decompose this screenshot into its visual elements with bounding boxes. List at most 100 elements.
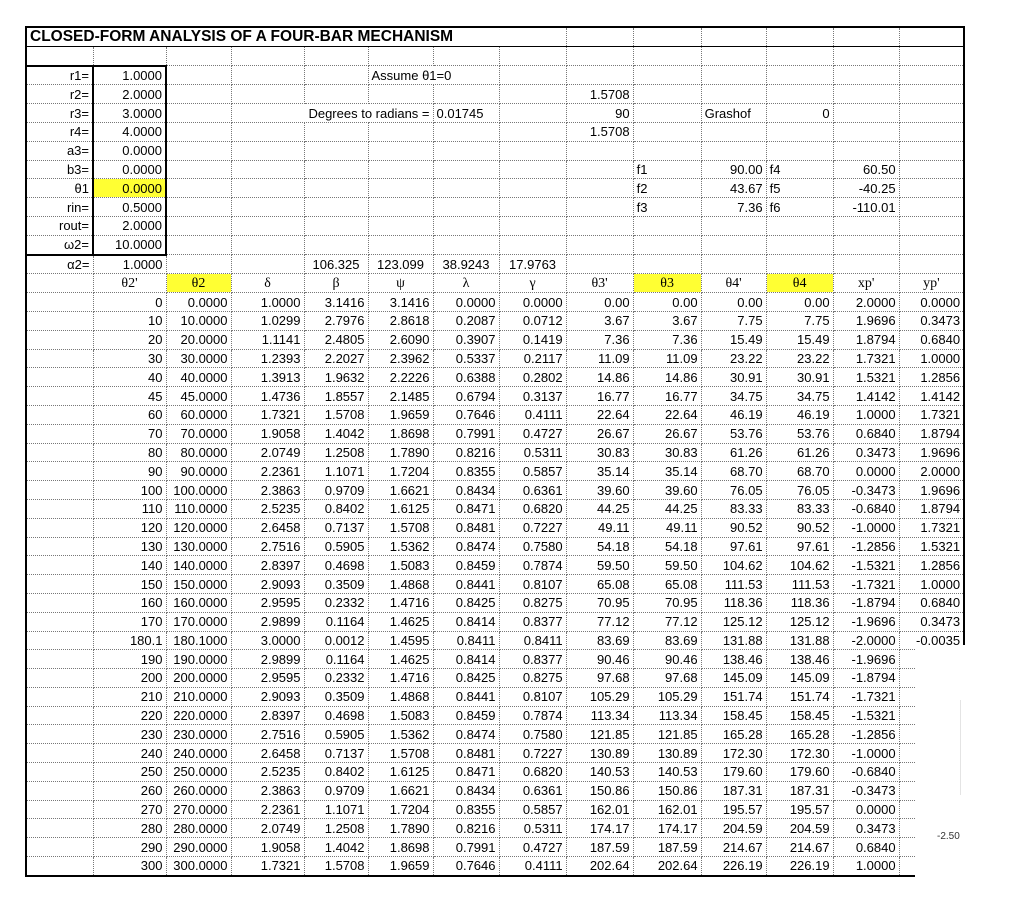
- empty-cell: [632, 65, 702, 86]
- data-cell: 1.4868: [367, 574, 434, 594]
- data-cell: -0.3473: [832, 480, 900, 500]
- empty-cell: [165, 234, 232, 256]
- data-cell: 0.4698: [303, 555, 369, 576]
- data-cell: 1.5708: [303, 856, 369, 877]
- grashof-label: Grashof: [700, 103, 767, 123]
- empty-cell: [832, 84, 900, 105]
- empty-cell: [832, 234, 900, 256]
- data-cell: 60.0000: [165, 404, 232, 425]
- empty-cell: [832, 121, 900, 142]
- data-cell: 0: [92, 292, 167, 312]
- data-cell: 0.8474: [432, 724, 500, 745]
- data-cell: 0.4111: [498, 856, 567, 877]
- data-cell: 1.5321: [898, 536, 965, 557]
- data-cell: 190: [92, 649, 167, 670]
- empty-cell: [303, 84, 369, 105]
- data-cell: 214.67: [700, 837, 767, 858]
- data-cell: 0.8425: [432, 668, 500, 688]
- empty-cell: [25, 423, 94, 444]
- data-cell: 0.7137: [303, 743, 369, 764]
- data-cell: 179.60: [765, 762, 834, 782]
- data-cell: -1.8794: [832, 592, 900, 613]
- data-cell: 0.8434: [432, 480, 500, 500]
- parameter-label: r1=: [25, 64, 94, 86]
- data-cell: 290.0000: [165, 837, 232, 858]
- data-cell: 1.7204: [367, 799, 434, 820]
- chart-axis-label: -2.50: [937, 831, 960, 842]
- data-cell: 158.45: [700, 705, 767, 726]
- data-cell: 3.1416: [303, 292, 369, 312]
- empty-cell: [565, 159, 634, 180]
- empty-cell: [367, 140, 434, 161]
- data-cell: 23.22: [765, 348, 834, 369]
- empty-cell: [25, 310, 94, 331]
- data-cell: 46.19: [765, 404, 834, 425]
- data-cell: 0.6840: [898, 592, 965, 613]
- empty-cell: [165, 254, 232, 275]
- empty-cell: [25, 555, 94, 576]
- data-cell: 270: [92, 799, 167, 820]
- sheet-row: 110 110.0000 2.5235 0.8402 1.6125 0.8471 0.682…: [25, 498, 965, 519]
- column-header: ψ: [367, 273, 434, 294]
- sheet-row: 80 80.0000 2.0749 1.2508 1.7890 0.8216 0.5311 3…: [25, 442, 965, 463]
- data-cell: 0.5311: [498, 818, 567, 839]
- empty-cell: [25, 329, 94, 350]
- empty-cell: [230, 254, 305, 275]
- data-cell: 1.5083: [367, 555, 434, 576]
- data-cell: 2.0000: [898, 461, 965, 482]
- empty-cell: [367, 159, 434, 180]
- data-cell: 174.17: [632, 818, 702, 839]
- data-cell: 0.8414: [432, 649, 500, 670]
- data-cell: 90.52: [700, 517, 767, 538]
- empty-cell: [898, 121, 965, 142]
- sheet-row: 230 230.0000 2.7516 0.5905 1.5362 0.8474 0.758…: [25, 724, 965, 745]
- data-cell: 59.50: [632, 555, 702, 576]
- data-cell: 65.08: [632, 574, 702, 594]
- f-label: f1: [632, 159, 702, 180]
- data-cell: 76.05: [765, 480, 834, 500]
- empty-cell: [25, 536, 94, 557]
- empty-cell: [367, 121, 434, 142]
- data-cell: 7.75: [765, 310, 834, 331]
- empty-cell: [898, 140, 965, 161]
- data-cell: 204.59: [765, 818, 834, 839]
- f-label: f2: [632, 178, 702, 199]
- data-cell: 120: [92, 517, 167, 538]
- data-cell: 195.57: [700, 799, 767, 820]
- data-cell: 1.4042: [303, 837, 369, 858]
- empty-cell: [303, 178, 369, 199]
- data-cell: 1.9696: [898, 442, 965, 463]
- data-cell: 1.6621: [367, 480, 434, 500]
- data-cell: 11.09: [565, 348, 634, 369]
- parameter-value: 4.0000: [92, 121, 167, 142]
- data-cell: 0.7646: [432, 404, 500, 425]
- data-cell: 0.0012: [303, 630, 369, 651]
- empty-cell: [832, 140, 900, 161]
- empty-cell: [25, 367, 94, 388]
- empty-cell: [25, 461, 94, 482]
- data-cell: 0.8471: [432, 762, 500, 782]
- empty-cell: [367, 234, 434, 256]
- data-cell: 202.64: [632, 856, 702, 877]
- data-cell: 0.3509: [303, 574, 369, 594]
- data-cell: 0.5311: [498, 442, 567, 463]
- sheet-row: 140 140.0000 2.8397 0.4698 1.5083 0.8459 0.787…: [25, 555, 965, 576]
- data-cell: 1.2508: [303, 818, 369, 839]
- data-cell: 121.85: [565, 724, 634, 745]
- empty-cell: [498, 234, 567, 256]
- data-cell: 1.3913: [230, 367, 305, 388]
- data-cell: 68.70: [765, 461, 834, 482]
- empty-cell: [565, 45, 634, 67]
- data-cell: 0.0000: [432, 292, 500, 312]
- data-cell: 220.0000: [165, 705, 232, 726]
- empty-cell: [498, 121, 567, 142]
- sheet-row: 280 280.0000 2.0749 1.2508 1.7890 0.8216 0.531…: [25, 818, 965, 839]
- sheet-row: 190 190.0000 2.9899 0.1164 1.4625 0.8414 0.837…: [25, 649, 965, 670]
- value-cell: 1.5708: [565, 121, 634, 142]
- data-cell: 187.31: [700, 780, 767, 801]
- data-cell: 83.33: [700, 498, 767, 519]
- empty-cell: [632, 140, 702, 161]
- data-cell: 280.0000: [165, 818, 232, 839]
- empty-cell: [898, 215, 965, 236]
- data-cell: 130.0000: [165, 536, 232, 557]
